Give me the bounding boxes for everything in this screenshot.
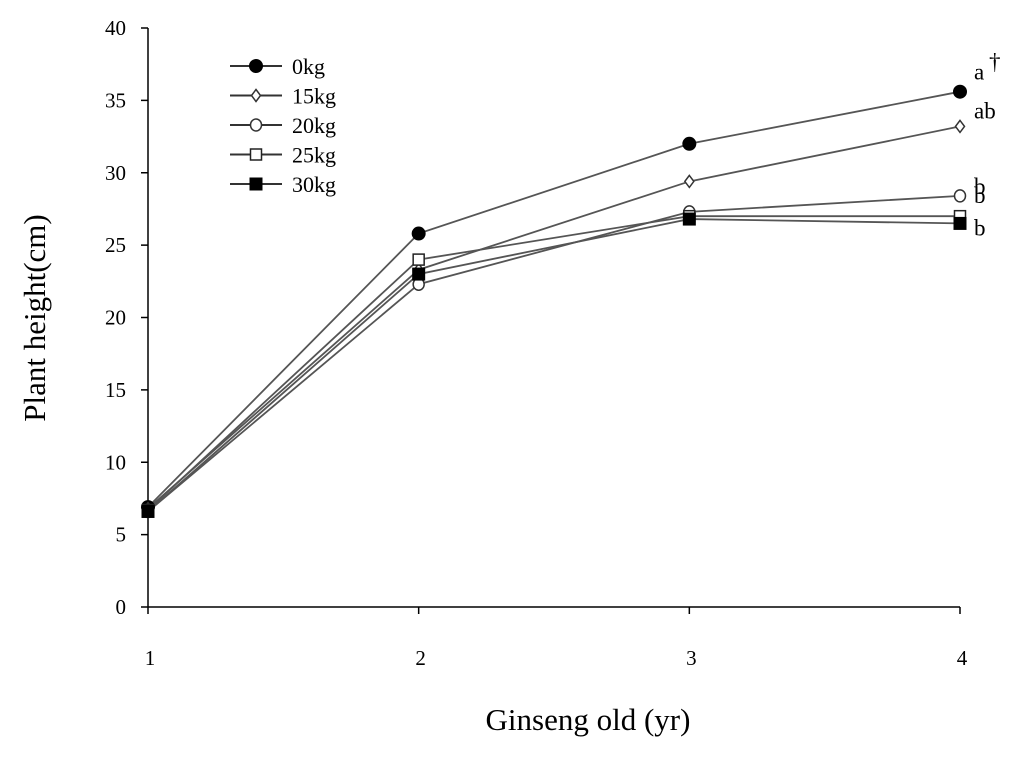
- series-line-15kg: [147, 125, 961, 510]
- data-point-15kg: [683, 174, 695, 189]
- axes: 0 5 10 15 20 25 30 35 40 1 2 3 4: [105, 16, 968, 670]
- data-point-30kg: [682, 212, 696, 226]
- x-tick-label: 2: [415, 646, 426, 670]
- series-line-30kg: [147, 218, 961, 513]
- significance-label: a: [974, 60, 984, 85]
- series-line-20kg: [147, 195, 961, 513]
- significance-superscript: †: [989, 50, 1001, 75]
- x-tick-label: 1: [145, 646, 156, 670]
- x-tick-label: 4: [957, 646, 968, 670]
- legend-marker: [249, 148, 263, 161]
- legend-label: 0kg: [292, 54, 325, 79]
- legend-label: 20kg: [292, 113, 336, 138]
- legend-marker: [250, 88, 262, 103]
- legend-label: 15kg: [292, 84, 336, 109]
- legend-marker: [249, 118, 263, 132]
- data-point-30kg: [412, 267, 426, 281]
- significance-label: b: [974, 174, 986, 199]
- legend-label: 25kg: [292, 143, 336, 168]
- y-tick-label: 0: [116, 595, 127, 619]
- data-point-30kg: [141, 504, 155, 518]
- data-point-0kg: [682, 136, 697, 151]
- x-axis-title: Ginseng old (yr): [486, 702, 691, 737]
- significance-label: b: [974, 215, 986, 240]
- y-tick-label: 25: [105, 233, 126, 257]
- data-point-20kg: [953, 189, 967, 203]
- data-point-15kg: [954, 119, 966, 134]
- data-point-0kg: [411, 226, 426, 241]
- y-tick-label: 15: [105, 378, 126, 402]
- y-tick-label: 35: [105, 88, 126, 112]
- legend: 0kg 15kg 20kg 25kg 30kg: [230, 54, 336, 197]
- y-axis-title: Plant height(cm): [17, 214, 52, 421]
- y-tick-label: 20: [105, 306, 126, 330]
- legend-label: 30kg: [292, 172, 336, 197]
- y-tick-label: 5: [116, 523, 127, 547]
- series-lines: [147, 90, 961, 513]
- legend-marker: [249, 59, 263, 73]
- x-tick-label: 3: [686, 646, 697, 670]
- data-point-25kg: [412, 253, 425, 266]
- y-tick-label: 40: [105, 16, 126, 40]
- y-tick-label: 10: [105, 450, 126, 474]
- series-markers: [141, 84, 967, 519]
- significance-annotations: a † ab bbb: [974, 50, 1001, 241]
- series-line-25kg: [147, 215, 960, 511]
- y-ticks: 0 5 10 15 20 25 30 35 40: [105, 16, 148, 619]
- series-line-0kg: [147, 90, 961, 508]
- significance-label: ab: [974, 98, 996, 123]
- significance-label: b: [974, 183, 986, 208]
- legend-marker: [249, 177, 263, 191]
- x-ticks: 1 2 3 4: [145, 607, 968, 670]
- data-point-30kg: [953, 216, 967, 230]
- data-point-0kg: [953, 84, 967, 99]
- y-tick-label: 30: [105, 161, 126, 185]
